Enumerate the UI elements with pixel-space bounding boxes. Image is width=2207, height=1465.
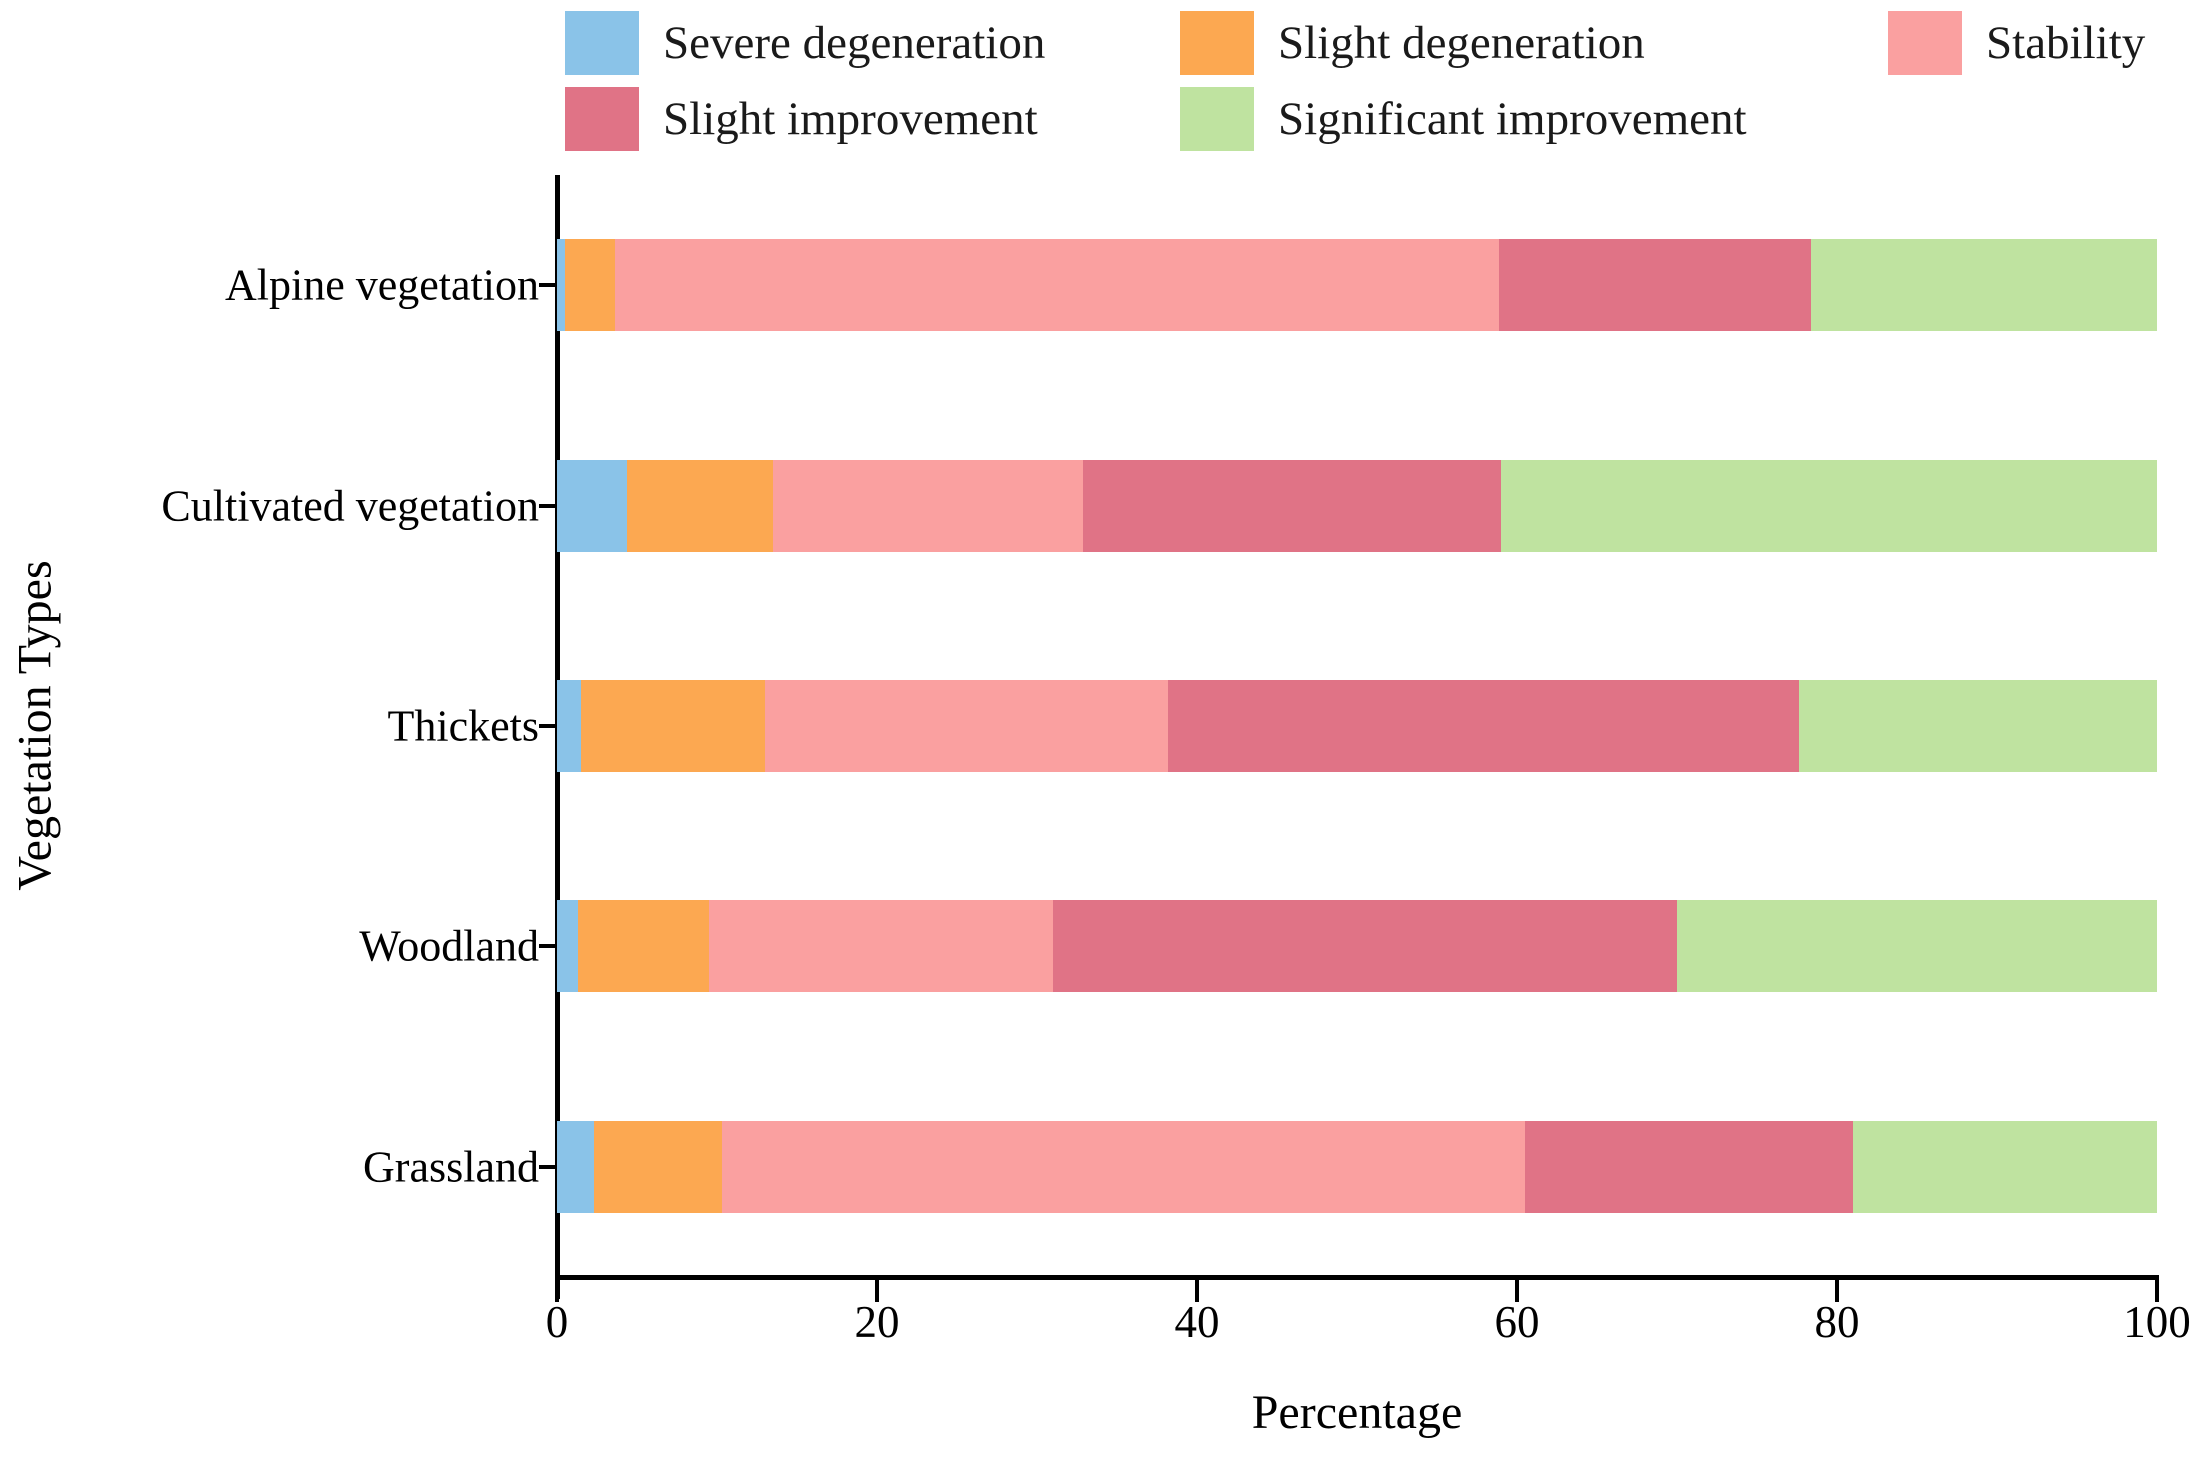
bar-segment bbox=[708, 900, 1053, 993]
bar-segment bbox=[1798, 680, 2157, 772]
category-label: Grassland bbox=[363, 1142, 539, 1192]
legend-item: Significant improvement bbox=[1180, 84, 1747, 154]
y-axis-tick bbox=[539, 724, 557, 728]
x-axis-title: Percentage bbox=[1251, 1386, 1463, 1439]
x-axis-tick bbox=[1515, 1280, 1519, 1302]
bar-segment bbox=[565, 239, 615, 332]
legend-label: Slight improvement bbox=[663, 92, 1038, 145]
bar-row bbox=[557, 1120, 2157, 1213]
bar-row bbox=[557, 239, 2157, 332]
legend-label: Significant improvement bbox=[1278, 92, 1747, 145]
bar-segment bbox=[557, 680, 581, 772]
bar-segment bbox=[614, 239, 1500, 332]
category-label: Cultivated vegetation bbox=[161, 481, 539, 531]
bar-segment bbox=[557, 459, 628, 552]
x-axis-tick-label: 100 bbox=[2123, 1297, 2191, 1347]
bar-segment bbox=[581, 680, 765, 772]
legend-label: Severe degeneration bbox=[663, 16, 1046, 69]
bar-segment bbox=[1052, 900, 1677, 993]
legend-label: Stability bbox=[1986, 16, 2146, 69]
category-label: Thickets bbox=[387, 701, 539, 751]
x-axis-tick bbox=[2155, 1280, 2159, 1302]
x-axis-tick-label: 40 bbox=[1174, 1297, 1220, 1347]
chart-legend: Severe degeneration Slight degeneration St… bbox=[0, 0, 2207, 160]
x-axis-tick-label: 0 bbox=[545, 1297, 569, 1347]
bar-segment bbox=[1499, 239, 1812, 332]
legend-item: Slight improvement bbox=[565, 84, 1038, 154]
legend-swatch-icon bbox=[565, 11, 639, 75]
bar-segment bbox=[627, 459, 773, 552]
y-axis-title-text: Vegetation Types bbox=[8, 559, 62, 891]
x-axis-line bbox=[555, 1275, 2159, 1280]
bar-segment bbox=[1083, 459, 1501, 552]
bar-segment bbox=[577, 900, 709, 993]
bar-row bbox=[557, 900, 2157, 993]
legend-label: Slight degeneration bbox=[1278, 16, 1645, 69]
legend-item: Stability bbox=[1888, 8, 2145, 78]
x-axis-tick bbox=[875, 1280, 879, 1302]
legend-swatch-icon bbox=[565, 87, 639, 151]
x-axis-tick-label: 20 bbox=[854, 1297, 900, 1347]
y-axis-tick bbox=[539, 283, 557, 288]
y-axis-title: Vegetation Types bbox=[0, 260, 80, 1190]
bar-segment bbox=[557, 239, 565, 332]
bar-segment bbox=[1811, 239, 2157, 332]
bar-segment bbox=[1524, 1120, 1853, 1213]
legend-item: Severe degeneration bbox=[565, 8, 1045, 78]
x-axis-tick bbox=[1835, 1280, 1839, 1302]
x-axis-tick bbox=[555, 1280, 559, 1302]
x-axis-tick bbox=[1195, 1280, 1199, 1302]
bar-segment bbox=[772, 459, 1084, 552]
legend-item: Slight degeneration bbox=[1180, 8, 1645, 78]
bar-segment bbox=[1500, 459, 2157, 552]
legend-swatch-icon bbox=[1888, 11, 1962, 75]
bar-segment bbox=[765, 680, 1169, 772]
bar-segment bbox=[1168, 680, 1799, 772]
bar-segment bbox=[557, 900, 578, 993]
bar-segment bbox=[1676, 900, 2157, 993]
y-axis-tick bbox=[539, 1164, 557, 1169]
bar-segment bbox=[721, 1120, 1525, 1213]
bar-segment bbox=[593, 1120, 722, 1213]
legend-swatch-icon bbox=[1180, 11, 1254, 75]
bar-segment bbox=[1852, 1120, 2157, 1213]
category-label: Alpine vegetation bbox=[224, 260, 539, 310]
bar-row bbox=[557, 459, 2157, 552]
bar-segment bbox=[557, 1120, 594, 1213]
plot-area bbox=[557, 175, 2157, 1277]
y-axis-tick bbox=[539, 503, 557, 508]
y-axis-tick bbox=[539, 944, 557, 949]
x-axis-tick-label: 60 bbox=[1494, 1297, 1540, 1347]
category-label: Woodland bbox=[359, 921, 539, 971]
bar-row bbox=[557, 680, 2157, 772]
x-axis-tick-label: 80 bbox=[1814, 1297, 1860, 1347]
legend-swatch-icon bbox=[1180, 87, 1254, 151]
